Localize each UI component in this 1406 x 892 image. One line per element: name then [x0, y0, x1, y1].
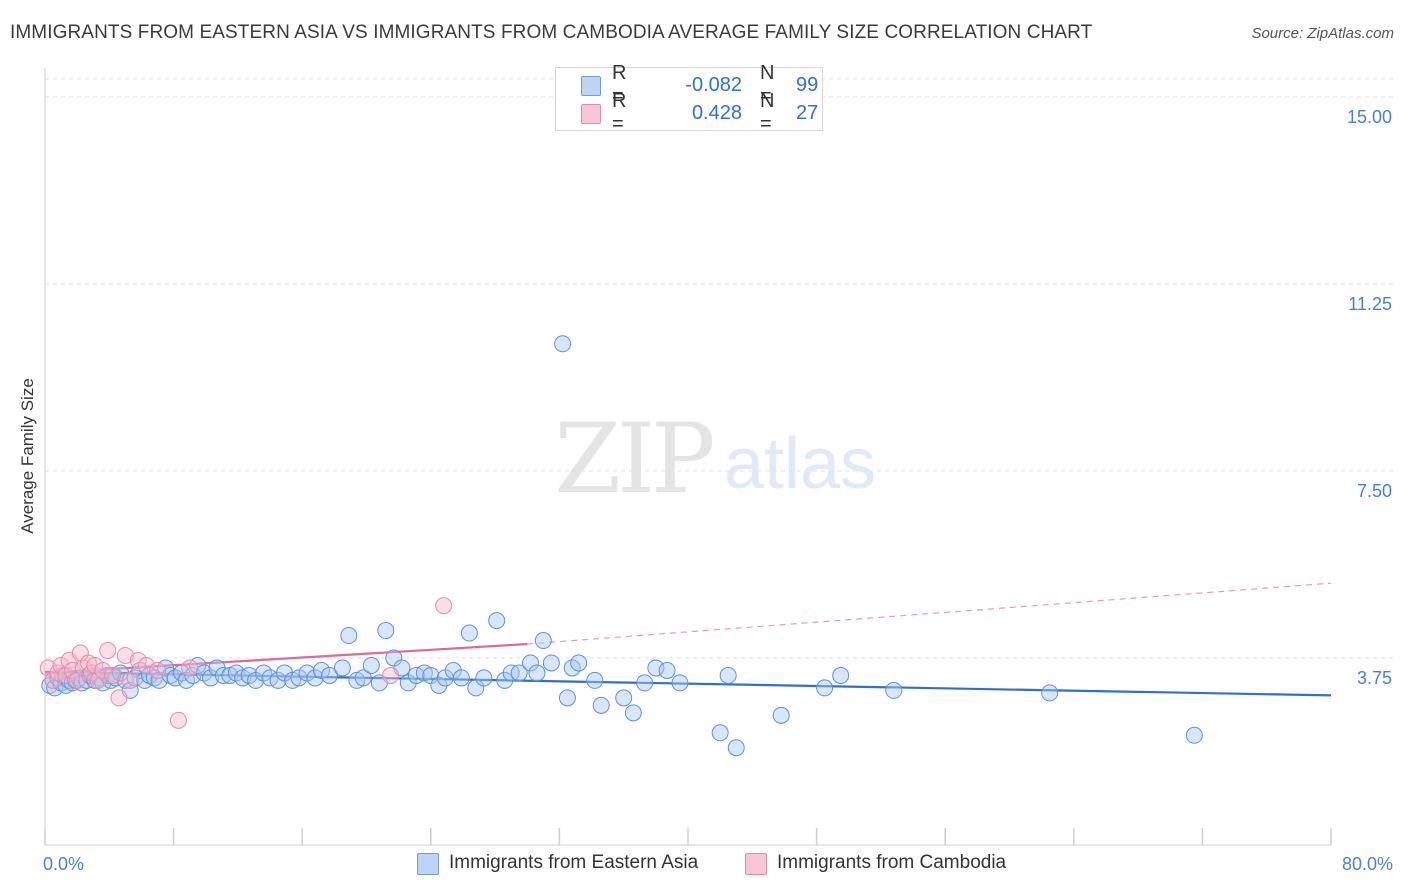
point-eastern-asia — [885, 681, 903, 699]
legend-n-value: 27 — [796, 101, 819, 124]
point-eastern-asia — [671, 674, 689, 692]
legend-r-label: R = — [612, 62, 627, 107]
point-eastern-asia — [116, 671, 134, 689]
point-eastern-asia — [298, 664, 316, 682]
point-eastern-asia — [214, 666, 232, 684]
legend-n-value: 99 — [796, 73, 819, 96]
point-eastern-asia — [711, 724, 729, 742]
point-eastern-asia — [528, 664, 546, 682]
point-cambodia — [121, 671, 139, 689]
point-cambodia — [110, 689, 128, 707]
legend-swatch-blue — [581, 76, 601, 96]
bottom-legend-label: Immigrants from Eastern Asia — [449, 852, 699, 873]
legend-r-value: -0.082 — [685, 73, 742, 96]
point-eastern-asia — [772, 706, 790, 724]
point-eastern-asia — [488, 612, 506, 630]
point-eastern-asia — [362, 656, 380, 674]
point-eastern-asia — [719, 666, 737, 684]
point-eastern-asia — [354, 669, 372, 687]
legend-r-label: R = — [612, 90, 627, 135]
bottom-legend-label: Immigrants from Cambodia — [777, 852, 1007, 873]
y-tick-label: 3.75 — [1357, 668, 1392, 688]
point-eastern-asia — [521, 654, 539, 672]
point-cambodia — [181, 659, 199, 677]
point-cambodia — [137, 656, 155, 674]
point-eastern-asia — [816, 679, 834, 697]
chart-title: IMMIGRANTS FROM EASTERN ASIA VS IMMIGRAN… — [10, 22, 1093, 43]
point-eastern-asia — [534, 632, 552, 650]
point-cambodia — [63, 661, 81, 679]
point-cambodia — [99, 642, 117, 660]
point-eastern-asia — [202, 669, 220, 687]
point-cambodia — [129, 651, 147, 669]
point-cambodia — [116, 646, 134, 664]
bottom-legend-swatch-blue — [417, 853, 439, 875]
point-cambodia — [75, 659, 93, 677]
point-cambodia — [39, 659, 57, 677]
point-eastern-asia — [161, 666, 179, 684]
data-points — [39, 335, 1203, 757]
point-eastern-asia — [615, 689, 633, 707]
axes — [44, 68, 1332, 846]
y-tick-label: 15.00 — [1347, 107, 1392, 127]
point-eastern-asia — [140, 666, 158, 684]
point-eastern-asia — [554, 335, 572, 353]
x-tick-label: 0.0% — [43, 854, 84, 874]
point-eastern-asia — [558, 689, 576, 707]
bottom-legend-swatch-pink — [745, 853, 767, 875]
point-eastern-asia — [592, 696, 610, 714]
point-eastern-asia — [377, 622, 395, 640]
point-eastern-asia — [107, 669, 125, 687]
point-eastern-asia — [510, 664, 528, 682]
x-tick-label: 80.0% — [1342, 854, 1393, 874]
point-eastern-asia — [658, 661, 676, 679]
trend-line-cambodia — [44, 642, 528, 675]
legend-n-label: N = — [760, 62, 775, 107]
point-eastern-asia — [647, 659, 665, 677]
watermark-zip: ZIP — [554, 403, 713, 515]
legend-r-value: 0.428 — [691, 101, 742, 124]
stats-legend: R = -0.082 N = 99 R = 0.428 N = 27 — [555, 62, 823, 135]
point-eastern-asia — [312, 661, 330, 679]
point-eastern-asia — [727, 739, 745, 757]
tick-labels: 3.75 7.50 11.25 15.00 0.0% 80.0% — [43, 107, 1393, 874]
point-cambodia — [52, 656, 70, 674]
point-eastern-asia — [452, 669, 470, 687]
point-eastern-asia — [136, 671, 154, 689]
point-eastern-asia — [586, 671, 604, 689]
trend-line-cambodia-extension — [527, 582, 1332, 645]
point-eastern-asia — [333, 659, 351, 677]
legend-swatch-pink — [581, 104, 601, 124]
point-cambodia — [149, 661, 167, 679]
point-eastern-asia — [624, 704, 642, 722]
y-tick-label: 11.25 — [1348, 294, 1392, 314]
point-cambodia — [169, 711, 187, 729]
point-cambodia — [382, 666, 400, 684]
point-cambodia — [104, 666, 122, 684]
watermark-atlas: atlas — [724, 424, 876, 504]
y-tick-label: 7.50 — [1357, 481, 1392, 501]
legend-n-label: N = — [760, 90, 775, 135]
point-cambodia — [94, 661, 112, 679]
point-cambodia — [435, 597, 453, 615]
gridlines — [45, 78, 1394, 659]
point-eastern-asia — [542, 654, 560, 672]
point-eastern-asia — [321, 666, 339, 684]
point-eastern-asia — [570, 654, 588, 672]
point-eastern-asia — [1041, 684, 1059, 702]
point-eastern-asia — [475, 669, 493, 687]
point-eastern-asia — [340, 627, 358, 645]
point-eastern-asia — [1185, 726, 1203, 744]
point-eastern-asia — [636, 674, 654, 692]
source-label: Source: ZipAtlas.com — [1251, 25, 1394, 42]
point-eastern-asia — [460, 624, 478, 642]
watermark: ZIP atlas — [554, 403, 876, 515]
point-eastern-asia — [832, 666, 850, 684]
